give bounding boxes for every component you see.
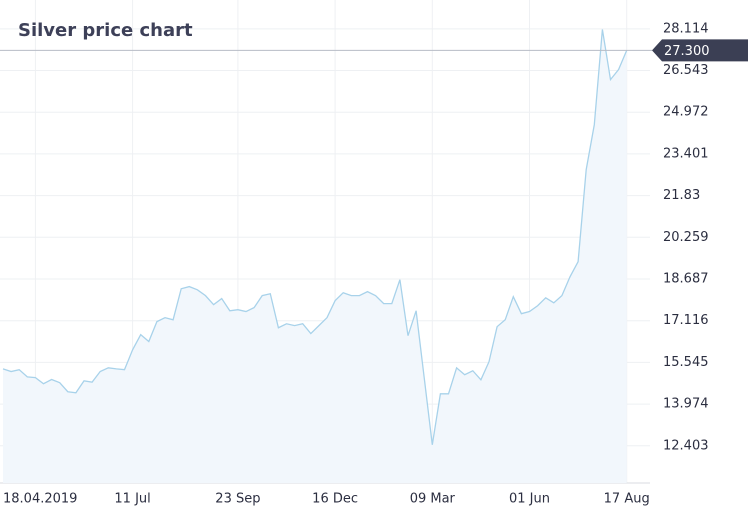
price-line: [2, 29, 628, 445]
y-tick-label: 20.259: [663, 230, 709, 245]
y-tick-label: 21.83: [663, 188, 700, 203]
y-tick-label: 26.543: [663, 63, 709, 78]
current-price-badge: [652, 39, 748, 62]
y-tick-label: 13.974: [663, 397, 709, 412]
x-tick-label: 16 Dec: [312, 492, 358, 507]
y-tick-label: 15.545: [663, 355, 709, 370]
x-tick-label: 17 Aug: [604, 492, 650, 507]
y-tick-label: 23.401: [663, 146, 709, 161]
y-tick-label: 12.403: [663, 438, 709, 453]
x-tick-label: 11 Jul: [114, 492, 150, 507]
area-fill: [3, 29, 627, 483]
x-tick-label: 23 Sep: [215, 492, 260, 507]
x-tick-label: 18.04.2019: [3, 492, 77, 507]
y-tick-label: 17.116: [663, 313, 709, 328]
y-tick-label: 18.687: [663, 271, 709, 286]
current-price-label: 27.300: [664, 44, 710, 59]
x-tick-label: 09 Mar: [410, 492, 456, 507]
y-tick-label: 24.972: [663, 105, 709, 120]
chart-title: Silver price chart: [18, 20, 193, 41]
y-tick-label: 28.114: [663, 21, 709, 36]
x-tick-label: 01 Jun: [509, 492, 550, 507]
